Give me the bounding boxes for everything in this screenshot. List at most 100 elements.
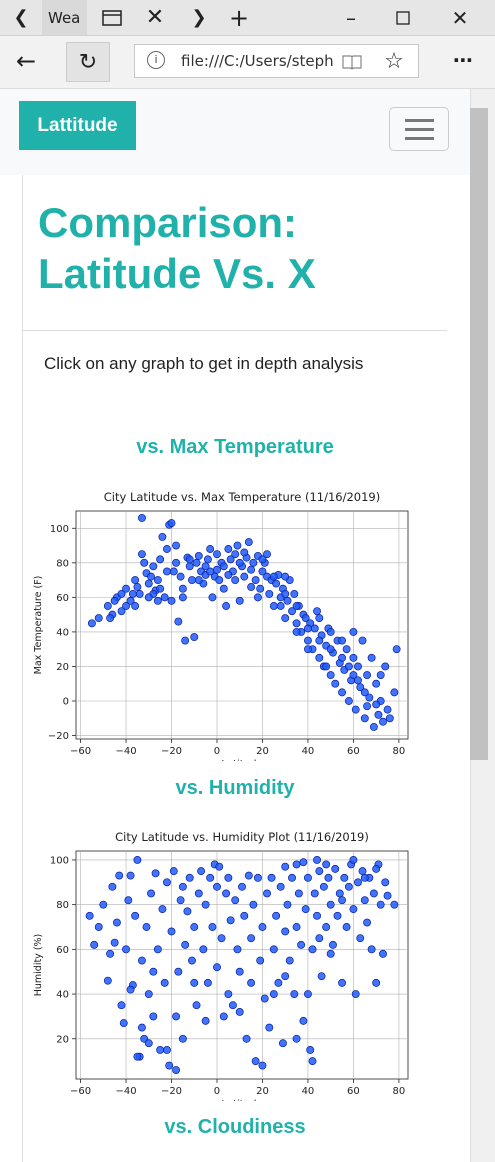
scatter-point <box>342 645 351 654</box>
max-temp-scatter-chart[interactable]: City Latitude vs. Max Temperature (11/16… <box>30 489 410 761</box>
x-tick-label: 40 <box>302 1086 315 1097</box>
tab-preview-icon[interactable] <box>95 0 129 35</box>
x-tick-label: 60 <box>347 1086 360 1097</box>
browser-tab[interactable]: Wea <box>42 0 87 35</box>
tab-scroll-right-icon[interactable]: ❯ <box>191 7 207 28</box>
scatter-point <box>178 882 187 891</box>
chart-title: City Latitude vs. Humidity Plot (11/16/2… <box>115 830 369 844</box>
x-tick-label: 20 <box>256 746 269 757</box>
x-tick-label: 0 <box>214 1086 220 1097</box>
minimize-icon[interactable]: – <box>346 5 356 30</box>
scatter-point <box>319 882 328 891</box>
scatter-point <box>338 688 347 697</box>
info-icon[interactable]: i <box>147 51 165 69</box>
scatter-point <box>269 602 278 610</box>
scatter-point <box>151 869 160 878</box>
close-tab-icon[interactable]: ✕ <box>145 5 165 30</box>
scatter-point <box>163 567 171 576</box>
scatter-point <box>278 1039 287 1048</box>
scatter-point <box>231 550 240 559</box>
more-options-icon[interactable]: ⋯ <box>453 48 473 72</box>
scatter-point <box>137 1023 146 1032</box>
scatter-point <box>213 550 221 559</box>
scatter-point <box>201 900 210 909</box>
scatter-point <box>172 541 181 550</box>
y-tick-label: 80 <box>56 558 69 569</box>
scatter-point <box>192 1001 201 1010</box>
scatter-point <box>87 619 96 628</box>
page-viewport: Lattitude Comparison: Latitude Vs. X Cli… <box>0 89 470 1162</box>
url-field[interactable]: i file:///C:/Users/steph <box>134 44 419 78</box>
tab-scroll-left-icon[interactable]: ❮ <box>13 7 29 28</box>
favorite-star-icon[interactable]: ☆ <box>384 48 404 74</box>
scatter-point <box>308 1057 317 1066</box>
scatter-point <box>131 911 140 920</box>
scatter-point <box>363 702 372 711</box>
scatter-point <box>149 562 158 571</box>
scatter-point <box>115 871 124 880</box>
scatter-point <box>128 589 137 598</box>
scatter-point <box>326 949 335 958</box>
maximize-icon[interactable] <box>388 0 418 35</box>
scatter-point <box>126 985 135 994</box>
scatter-point <box>213 882 221 891</box>
scatter-point <box>124 896 133 905</box>
scatter-point <box>322 662 331 671</box>
scatter-point <box>178 593 187 602</box>
scatter-point <box>390 900 399 909</box>
scatter-point <box>354 662 362 671</box>
scatter-point <box>379 717 387 726</box>
x-tick-label: 20 <box>256 1086 269 1097</box>
scatter-point <box>206 545 215 553</box>
humidity-scatter-chart[interactable]: City Latitude vs. Humidity Plot (11/16/2… <box>30 829 410 1101</box>
close-window-icon[interactable]: ✕ <box>451 5 469 30</box>
reading-view-icon[interactable] <box>340 50 364 74</box>
scatter-point <box>338 636 347 645</box>
scatter-point <box>94 923 103 931</box>
scatter-point <box>231 576 240 585</box>
scatter-point <box>340 873 349 882</box>
scatter-point <box>235 558 244 567</box>
new-tab-icon[interactable]: + <box>228 3 250 32</box>
scatter-point <box>235 1007 244 1016</box>
scrollbar-thumb[interactable] <box>470 108 488 760</box>
scatter-point <box>167 519 176 528</box>
scatter-point <box>126 596 135 605</box>
scatter-point <box>174 967 183 976</box>
y-tick-label: 0 <box>63 697 69 708</box>
scatter-point <box>313 607 321 616</box>
scatter-point <box>335 889 344 898</box>
scatter-point <box>110 596 119 605</box>
scatter-point <box>147 572 155 581</box>
scatter-point <box>117 1001 126 1010</box>
navbar-brand[interactable]: Lattitude <box>19 101 136 150</box>
scatter-point <box>167 927 176 936</box>
scatter-point <box>390 688 399 697</box>
x-tick-label: −60 <box>70 1086 91 1097</box>
scatter-point <box>85 911 94 920</box>
scatter-point <box>303 624 312 633</box>
scatter-point <box>108 882 117 891</box>
scatter-point <box>356 683 365 692</box>
scatter-point <box>358 867 367 876</box>
scatter-point <box>258 567 267 576</box>
scatter-point <box>267 873 276 882</box>
scatter-point <box>326 900 335 909</box>
scatter-point <box>144 990 153 999</box>
scatter-point <box>376 671 385 680</box>
navbar-toggler-button[interactable] <box>389 107 449 151</box>
back-arrow-icon[interactable]: ← <box>15 47 37 75</box>
scatter-point <box>263 889 271 898</box>
scatter-point <box>292 860 301 869</box>
scatter-point <box>160 978 169 987</box>
scatter-point <box>338 653 347 662</box>
scatter-point <box>315 653 324 662</box>
scatter-point <box>140 558 149 567</box>
scatter-point <box>344 882 353 891</box>
scatter-point <box>322 923 331 931</box>
scatter-point <box>165 1061 174 1070</box>
scatter-point <box>178 584 187 593</box>
scatter-point <box>354 878 362 887</box>
refresh-icon[interactable]: ↻ <box>66 42 110 82</box>
scatter-point <box>153 945 162 954</box>
